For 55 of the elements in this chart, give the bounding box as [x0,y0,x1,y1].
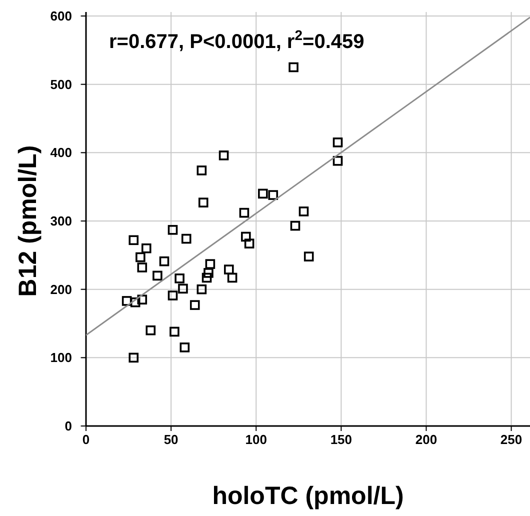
annotation: r=0.677, P<0.0001, r$^{2}$=0.459 [109,27,364,53]
point [288,62,298,72]
point [137,262,148,272]
point [332,138,343,148]
y-tick-label: 500 [50,76,72,92]
point [224,264,234,274]
point [181,234,192,244]
point [130,297,140,308]
point [137,294,148,304]
point [218,150,229,160]
point [268,190,278,200]
point [204,268,214,278]
point [258,188,268,199]
y-tick-label: 200 [50,282,72,297]
point [128,352,139,363]
point [174,274,184,284]
point [290,220,300,231]
x-tick-label: 250 [500,432,522,447]
y-tick-label: 0 [64,418,72,434]
x-tick-label: 100 [245,432,267,447]
point [239,208,250,218]
point [122,296,132,306]
point [198,198,208,208]
point [168,290,178,300]
x-tick-label: 50 [164,432,178,447]
point [178,284,188,294]
point [141,243,152,254]
point [196,166,207,176]
point [241,232,251,242]
point [170,326,180,337]
point [227,272,238,283]
point [304,252,314,262]
point [190,300,200,310]
point [159,256,170,266]
point [196,284,207,294]
point [168,224,178,235]
point [136,252,146,262]
y-tick-label: 400 [50,145,72,160]
point [128,235,139,246]
x-axis-title: holoTC (pmol/L) [212,482,404,510]
point [298,206,309,216]
point [180,342,190,352]
y-axis-title: B12 (pmol/L) [14,145,42,297]
x-tick-label: 150 [330,432,352,447]
point [152,270,162,281]
y-tick-label: 300 [50,214,72,228]
point [202,272,212,283]
y-tick-label: 600 [50,8,72,24]
x-tick-label: 200 [415,432,438,447]
x-tick-label: 0 [82,432,90,447]
point [332,156,343,166]
y-tick-label: 100 [50,350,72,366]
point [205,259,216,269]
point [244,238,254,248]
point [146,325,156,336]
